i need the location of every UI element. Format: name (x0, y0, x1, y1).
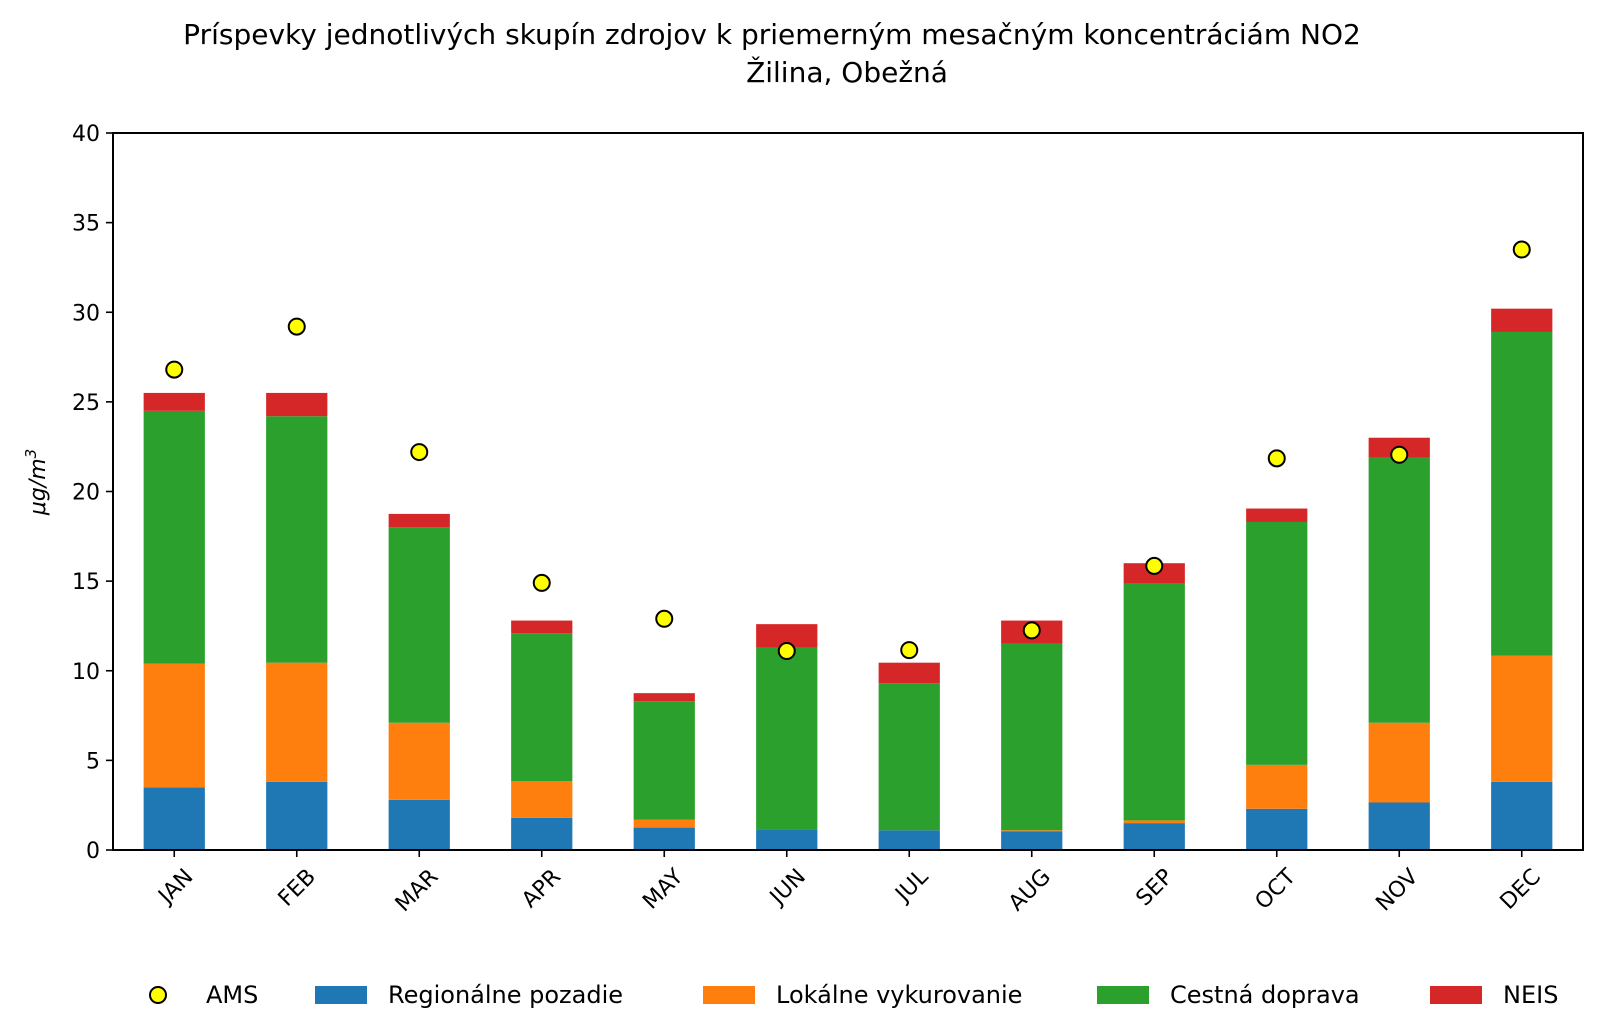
legend-label-lokalne-vykurovanie: Lokálne vykurovanie (776, 981, 1022, 1009)
bar-lokalne-vykurovanie-nov (1368, 722, 1430, 803)
y-axis-label: μg/m3 (22, 449, 51, 516)
y-tick-label: 35 (72, 212, 100, 237)
ams-point-jul (900, 641, 919, 660)
x-tick-label: APR (517, 864, 566, 913)
ams-point-may (655, 609, 674, 628)
bar-regionalne-pozadie-dec (1491, 781, 1553, 850)
bar-cestna-doprava-sep (1123, 583, 1185, 821)
bar-cestna-doprava-may (633, 701, 695, 820)
ams-point-mar (410, 443, 429, 462)
bar-neis-jan (143, 392, 205, 411)
x-axis: JAN FEB MAR APR MAY JUN JUL AUG SEP OCT NOV DEC (153, 850, 1546, 917)
legend: AMS Regionálne pozadie Lokálne vykurovanie… (149, 981, 1558, 1009)
bar-neis-jul (878, 662, 940, 684)
bar-regionalne-pozadie-sep (1123, 823, 1185, 850)
bar-lokalne-vykurovanie-apr (511, 780, 573, 818)
y-tick-label: 25 (72, 391, 100, 416)
ams-point-nov (1390, 445, 1409, 464)
bar-lokalne-vykurovanie-dec (1491, 655, 1553, 782)
legend-swatch-cestna-doprava (1097, 986, 1149, 1004)
ams-point-apr (532, 573, 551, 592)
bar-regionalne-pozadie-jul (878, 830, 940, 850)
chart-subtitle: Žilina, Obežná (746, 55, 948, 89)
x-tick-label: OCT (1251, 864, 1302, 915)
x-tick-label: FEB (274, 864, 321, 911)
y-tick-label: 15 (72, 570, 100, 595)
x-tick-label: JUL (890, 864, 934, 908)
bar-regionalne-pozadie-may (633, 827, 695, 850)
bar-cestna-doprava-nov (1368, 457, 1430, 723)
bar-cestna-doprava-feb (266, 416, 328, 663)
bar-regionalne-pozadie-mar (388, 799, 450, 850)
bar-regionalne-pozadie-jan (143, 787, 205, 850)
x-tick-label: JAN (153, 864, 199, 910)
x-tick-label: MAR (391, 864, 444, 917)
y-tick-label: 0 (86, 839, 100, 864)
y-axis: 0 5 10 15 20 25 30 35 40 (72, 122, 113, 864)
y-tick-label: 20 (72, 481, 100, 506)
x-tick-label: DEC (1496, 864, 1546, 914)
bar-cestna-doprava-apr (511, 633, 573, 781)
legend-swatch-neis (1430, 986, 1482, 1004)
bars-group (143, 308, 1553, 850)
bar-neis-feb (266, 392, 328, 417)
chart-title: Príspevky jednotlivých skupín zdrojov k … (183, 18, 1361, 51)
ams-markers-group (165, 240, 1531, 661)
legend-swatch-regionalne-pozadie (315, 986, 367, 1004)
bar-lokalne-vykurovanie-jan (143, 663, 205, 788)
legend-label-regionalne-pozadie: Regionálne pozadie (388, 981, 623, 1009)
bar-cestna-doprava-mar (388, 527, 450, 723)
legend-label-cestna-doprava: Cestná doprava (1170, 981, 1360, 1009)
ams-point-oct (1267, 449, 1286, 468)
plot-frame (112, 132, 1584, 851)
bar-regionalne-pozadie-jun (756, 829, 818, 850)
bar-lokalne-vykurovanie-mar (388, 722, 450, 800)
ams-point-dec (1512, 240, 1531, 259)
x-tick-label: AUG (1004, 864, 1056, 916)
bar-cestna-doprava-jul (878, 683, 940, 831)
bar-cestna-doprava-oct (1246, 521, 1308, 765)
ams-point-jan (165, 360, 184, 379)
x-tick-label: NOV (1371, 864, 1423, 916)
y-tick-label: 30 (72, 301, 100, 326)
ams-point-jun (777, 642, 796, 661)
bar-neis-oct (1246, 508, 1308, 522)
bar-regionalne-pozadie-feb (266, 781, 328, 850)
bar-neis-may (633, 693, 695, 702)
legend-label-neis: NEIS (1503, 981, 1558, 1009)
bar-cestna-doprava-jan (143, 410, 205, 664)
bar-regionalne-pozadie-oct (1246, 808, 1308, 850)
bar-regionalne-pozadie-nov (1368, 802, 1430, 850)
bar-cestna-doprava-dec (1491, 331, 1553, 656)
y-tick-label: 40 (72, 122, 100, 147)
bar-lokalne-vykurovanie-oct (1246, 764, 1308, 809)
y-tick-label: 5 (86, 749, 100, 774)
x-tick-label: SEP (1132, 864, 1179, 911)
y-tick-label: 10 (72, 660, 100, 685)
legend-label-ams: AMS (206, 981, 258, 1009)
legend-ams-marker (149, 986, 167, 1004)
bar-regionalne-pozadie-aug (1001, 831, 1063, 850)
bar-lokalne-vykurovanie-feb (266, 662, 328, 782)
ams-point-aug (1022, 621, 1041, 640)
bar-neis-apr (511, 620, 573, 634)
ams-point-sep (1145, 556, 1164, 575)
x-tick-label: MAY (638, 864, 688, 914)
x-tick-label: JUN (764, 864, 811, 911)
bar-neis-mar (388, 513, 450, 528)
bar-cestna-doprava-aug (1001, 643, 1063, 831)
bar-lokalne-vykurovanie-may (633, 819, 695, 828)
ams-point-feb (287, 317, 306, 336)
bar-neis-jun (756, 624, 818, 648)
bar-neis-dec (1491, 308, 1553, 332)
bar-lokalne-vykurovanie-aug (1001, 830, 1063, 832)
bar-cestna-doprava-jun (756, 647, 818, 830)
bar-lokalne-vykurovanie-sep (1123, 820, 1185, 824)
bar-regionalne-pozadie-apr (511, 817, 573, 850)
legend-swatch-lokalne-vykurovanie (703, 986, 755, 1004)
